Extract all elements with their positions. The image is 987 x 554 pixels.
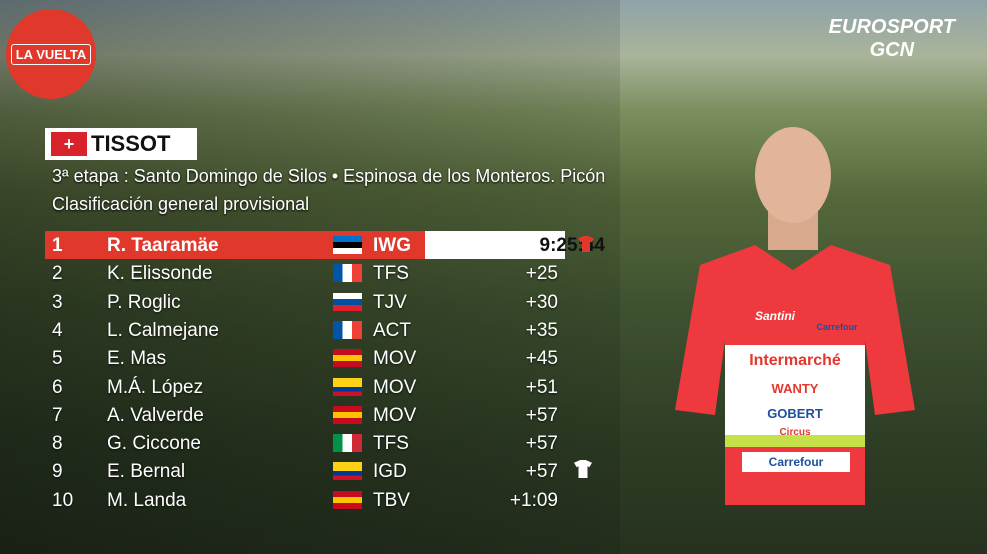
broadcaster: EUROSPORT [828,16,955,38]
leader-jersey-icon [578,236,594,252]
flag [333,349,362,368]
rider-name: P. Roglic [107,291,181,313]
rank: 5 [52,348,63,370]
flag [333,292,362,311]
sponsor-logo: + TISSOT [45,128,197,160]
standing-row: 2 K. Elissonde TFS +25 [45,259,565,287]
rider-name: A. Valverde [107,404,204,426]
team: TFS [373,263,409,285]
rank: 4 [52,319,63,341]
rider: Santini Carrefour Intermarché WANTY GOBE… [675,127,915,505]
jersey-text: Carrefour [769,455,824,469]
flag [333,236,362,254]
rider-name: E. Bernal [107,461,186,483]
rank: 9 [52,461,63,483]
team: IGD [373,461,407,483]
time: +51 [525,376,558,398]
time: +25 [525,263,558,285]
team: MOV [373,404,417,426]
broadcaster-logo: EUROSPORT GCN [829,16,955,62]
team: TJV [373,291,407,313]
race-logo-text: LA VUELTA [10,43,92,65]
team: MOV [373,376,417,398]
time: 9:25:44 [539,235,606,256]
rider-name: K. Elissonde [107,263,213,285]
rank: 3 [52,291,63,313]
flag [333,462,362,481]
rank: 10 [52,489,74,511]
time: +45 [525,348,558,370]
standing-row: 9 E. Bernal IGD +57 [45,457,565,485]
sponsor-cross: + [51,132,87,156]
rank: 1 [52,235,63,256]
time: +57 [525,461,558,483]
team: ACT [373,319,411,341]
rank: 6 [52,376,63,398]
rider-name: M. Landa [107,489,187,511]
standing-row: 1 R. Taaramäe IWG 9:25:44 [45,231,605,259]
jersey-badge [742,452,850,472]
jersey-text: Santini [755,309,796,323]
standing-row: 8 G. Ciccone TFS +57 [45,429,565,457]
time: +57 [525,433,558,455]
flag [333,264,362,283]
jersey-panel [725,345,865,445]
rider-name: L. Calmejane [107,319,219,341]
time: +1:09 [509,489,558,511]
rider-name: R. Taaramäe [107,235,219,256]
young-jersey-icon [574,460,592,478]
rider-name: E. Mas [107,348,167,370]
team: TBV [373,489,410,511]
team: IWG [373,235,411,256]
head [755,127,831,223]
rank: 2 [52,263,63,285]
flag [333,434,362,453]
jersey-text: GOBERT [767,406,823,421]
jersey-text: WANTY [772,381,819,396]
rider-name: G. Ciccone [107,433,201,455]
team: MOV [373,348,417,370]
flag [333,320,362,339]
channel: GCN [869,39,915,61]
flag [333,377,362,396]
time: +57 [525,404,558,426]
sponsor: TISSOT [91,131,171,156]
rider-name: M.Á. López [107,376,204,398]
flag [333,490,362,509]
standing-row: 5 E. Mas MOV +45 [45,344,565,372]
flag [333,405,362,424]
time: +30 [525,291,558,313]
jersey-text: Circus [779,427,811,438]
race-logo: LA VUELTA [6,9,96,99]
standing-row: 4 L. Calmejane ACT +35 [45,316,565,344]
stage-title: 3ª etapa : Santo Domingo de Silos • Espi… [52,166,606,186]
rank: 7 [52,404,63,426]
jersey-stripe [725,435,865,447]
standing-row: 7 A. Valverde MOV +57 [45,401,565,429]
time: +35 [525,319,558,341]
leader-time-box [425,231,565,259]
jersey-text: Intermarché [749,352,841,369]
standing-row: 3 P. Roglic TJV +30 [45,288,565,316]
shade [0,0,620,554]
rank: 8 [52,433,63,455]
standing-row: 6 M.Á. López MOV +51 [45,373,565,401]
subtitle: Clasificación general provisional [52,194,310,214]
standing-row: 10 M. Landa TBV +1:09 [45,486,565,514]
team: TFS [373,433,409,455]
jersey-text: Carrefour [816,322,858,332]
